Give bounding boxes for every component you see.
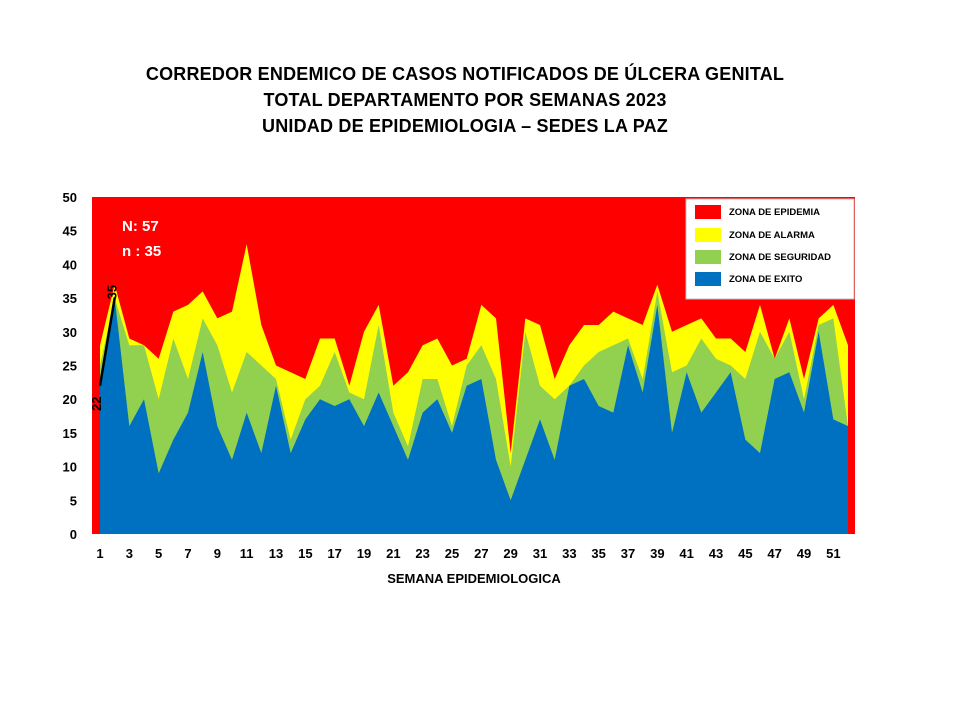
x-tick-label: 9: [214, 546, 221, 561]
y-tick-label: 20: [63, 392, 77, 407]
annotation-sample-n: n : 35: [122, 243, 161, 260]
observed-series: 22 35: [89, 285, 120, 411]
x-tick-label: 37: [621, 546, 635, 561]
legend-entry-label: ZONA DE SEGURIDAD: [729, 252, 831, 263]
legend-swatch: [695, 228, 721, 242]
plot-area: [92, 197, 855, 534]
x-tick-label: 7: [184, 546, 191, 561]
y-axis-ticks: 0 5 10 15 20 25 30 35 40 45 50: [63, 190, 77, 542]
x-tick-label: 21: [386, 546, 400, 561]
x-tick-label: 19: [357, 546, 371, 561]
y-tick-label: 15: [63, 426, 77, 441]
legend: ZONA DE EPIDEMIA ZONA DE ALARMA ZONA DE SE…: [685, 198, 855, 300]
x-axis-label: SEMANA EPIDEMIOLOGICA: [387, 571, 561, 586]
x-tick-label: 5: [155, 546, 162, 561]
y-tick-label: 5: [70, 493, 77, 508]
x-tick-label: 47: [767, 546, 781, 561]
x-tick-label: 3: [126, 546, 133, 561]
x-tick-label: 25: [445, 546, 459, 561]
x-tick-label: 17: [327, 546, 341, 561]
x-tick-label: 51: [826, 546, 840, 561]
x-axis-ticks: 1 3 5 7 9 11 13 15 17 19 21 23 25 27 29 31 33 35 37 39 41 43 4…: [96, 546, 840, 561]
y-tick-label: 50: [63, 190, 77, 205]
legend-entry-label: ZONA DE EPIDEMIA: [729, 207, 820, 218]
x-tick-label: 33: [562, 546, 576, 561]
x-tick-label: 39: [650, 546, 664, 561]
observed-point-label: 35: [105, 285, 120, 299]
y-tick-label: 45: [63, 224, 77, 239]
y-tick-label: 30: [63, 325, 77, 340]
x-tick-label: 1: [96, 546, 103, 561]
annotation-total-n: N: 57: [122, 218, 159, 235]
x-tick-label: 43: [709, 546, 723, 561]
legend-entry-label: ZONA DE ALARMA: [729, 230, 815, 241]
chart-title-line-1: CORREDOR ENDEMICO DE CASOS NOTIFICADOS D…: [145, 64, 785, 84]
y-tick-label: 0: [70, 527, 77, 542]
x-tick-label: 23: [415, 546, 429, 561]
y-tick-label: 25: [63, 359, 77, 374]
chart-title-line-3: UNIDAD DE EPIDEMIOLOGIA – SEDES LA PAZ: [262, 116, 668, 136]
chart-title-line-2: TOTAL DEPARTAMENTO POR SEMANAS 2023: [263, 90, 667, 110]
x-tick-label: 31: [533, 546, 547, 561]
legend-swatch: [695, 250, 721, 264]
legend-swatch: [695, 272, 721, 286]
y-tick-label: 35: [63, 291, 77, 306]
x-tick-label: 11: [240, 546, 254, 561]
x-tick-label: 27: [474, 546, 488, 561]
observed-point-label: 22: [89, 396, 104, 410]
observed-line: [98, 297, 116, 386]
x-tick-label: 45: [738, 546, 752, 561]
x-tick-label: 29: [503, 546, 517, 561]
x-tick-label: 15: [298, 546, 312, 561]
x-tick-label: 41: [679, 546, 693, 561]
x-tick-label: 35: [591, 546, 605, 561]
legend-entry-label: ZONA DE EXITO: [729, 274, 802, 285]
legend-swatch: [695, 205, 721, 219]
y-tick-label: 40: [63, 257, 77, 272]
y-tick-label: 10: [63, 460, 77, 475]
x-tick-label: 13: [269, 546, 283, 561]
area-zona-de-exito: [100, 298, 848, 534]
x-tick-label: 49: [797, 546, 811, 561]
